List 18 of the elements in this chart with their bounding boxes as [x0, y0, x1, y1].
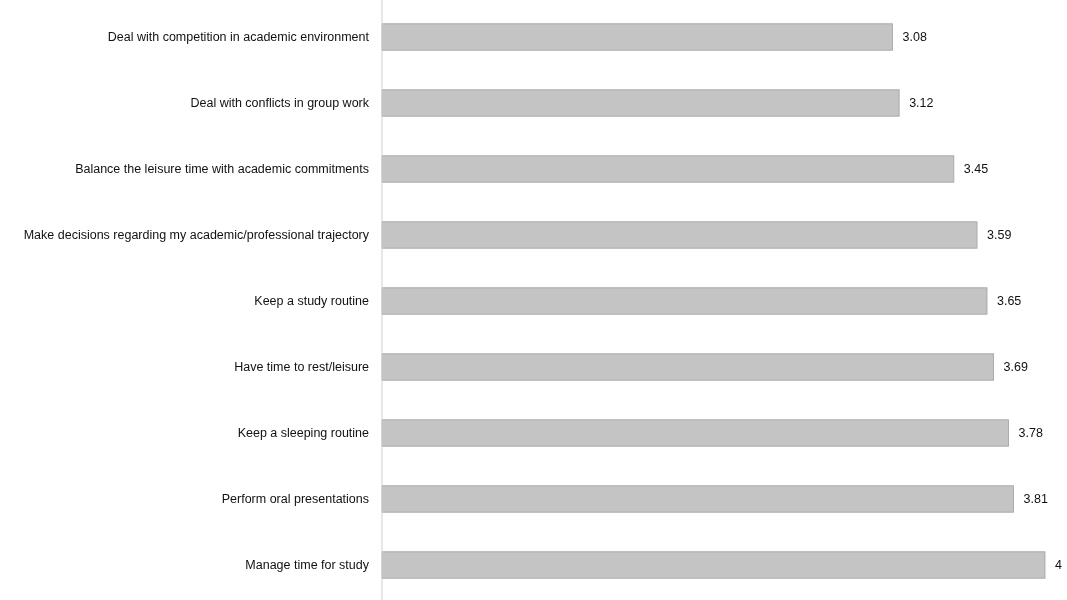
y-tick-label: Manage time for study: [245, 558, 370, 573]
y-tick-label: Keep a sleeping routine: [237, 426, 370, 441]
y-tick-label: Deal with conflicts in group work: [190, 96, 370, 111]
data-label: 3.45: [963, 162, 989, 177]
data-label: 3.69: [1003, 360, 1028, 375]
data-label: 3.65: [996, 294, 1022, 309]
y-tick-label: Balance the leisure time with academic commitments: [75, 162, 369, 177]
data-label: 3.08: [902, 30, 927, 45]
y-tick-label: Deal with competition in academic environment: [107, 30, 370, 45]
data-label: 4: [1055, 558, 1062, 573]
data-label: 3.12: [909, 96, 934, 111]
y-tick-label: Have time to rest/leisure: [234, 360, 370, 375]
data-label: 3.81: [1023, 492, 1048, 507]
data-label: 3.59: [987, 228, 1012, 243]
y-tick-label: Perform oral presentations: [221, 492, 369, 507]
y-tick-label: Make decisions regarding my academic/professional trajectory: [23, 228, 370, 243]
data-label: 3.78: [1018, 426, 1043, 441]
y-tick-label: Keep a study routine: [254, 294, 370, 309]
